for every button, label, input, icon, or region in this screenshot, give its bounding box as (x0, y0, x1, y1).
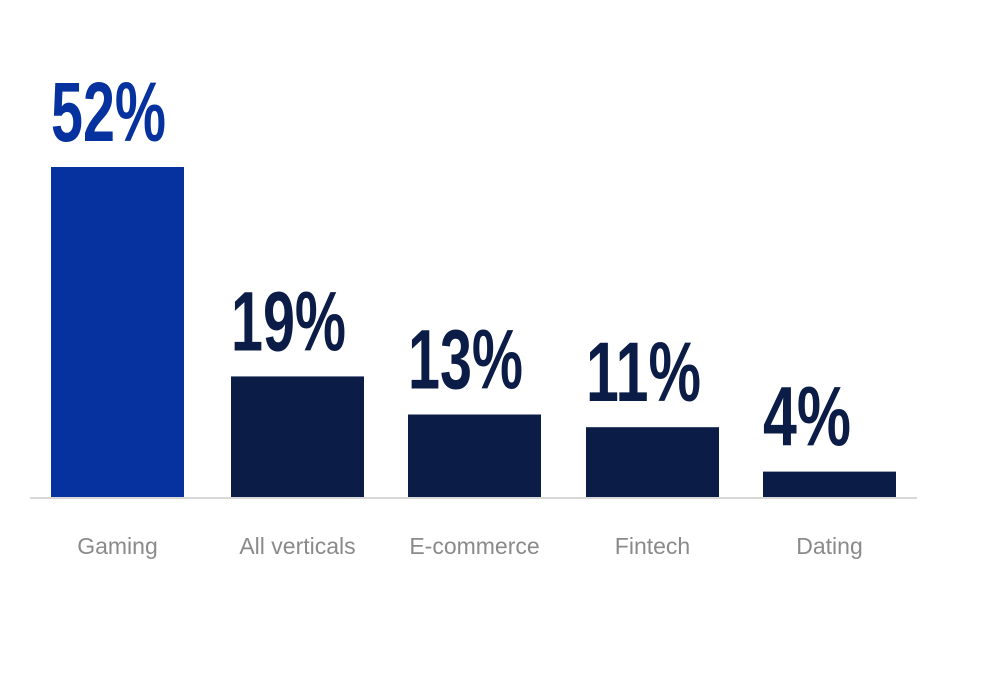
category-labels-group: Gaming All verticals E-commerce Fintech Dati… (77, 533, 863, 559)
value-labels-group: 52% 19% 13% 11% 4% (51, 65, 851, 464)
category-label: Gaming (77, 533, 158, 559)
bar-all-verticals (231, 376, 364, 497)
category-label: E-commerce (409, 533, 539, 559)
bar-fintech (586, 427, 719, 497)
bar-e-commerce (408, 414, 541, 497)
bars-group (51, 167, 896, 497)
category-label: All verticals (239, 533, 355, 559)
category-label: Dating (796, 533, 862, 559)
value-label: 52% (51, 65, 166, 159)
value-label: 19% (231, 274, 346, 368)
value-label: 13% (408, 313, 523, 407)
value-label: 11% (586, 325, 701, 419)
category-label: Fintech (615, 533, 690, 559)
bar-dating (763, 471, 896, 497)
value-label: 4% (763, 370, 851, 464)
bar-gaming (51, 167, 184, 497)
